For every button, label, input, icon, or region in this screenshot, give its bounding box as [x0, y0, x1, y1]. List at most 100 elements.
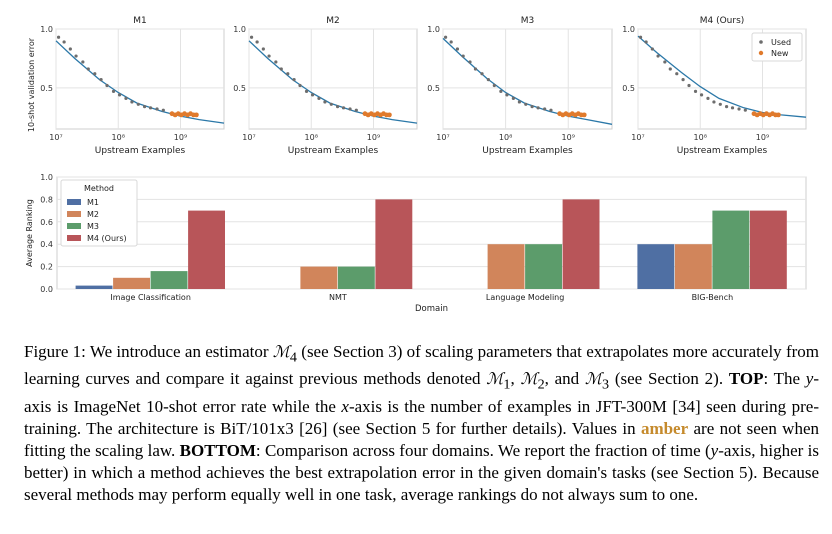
x-axis-label: Upstream Examples	[95, 146, 186, 156]
used-point	[279, 67, 283, 71]
used-point	[543, 107, 547, 111]
used-point	[656, 54, 660, 58]
used-point	[737, 107, 741, 111]
legend-swatch	[67, 235, 81, 241]
used-point	[329, 102, 333, 106]
scatter-legend: Used New	[751, 32, 803, 62]
x-tick-label: 10⁹	[756, 133, 769, 142]
y-tick-label: 0.5	[40, 84, 53, 93]
used-point	[663, 60, 667, 64]
used-point	[130, 100, 134, 104]
caption-text-2: (see Section 3) of scaling parameters th…	[24, 342, 820, 389]
used-point	[468, 60, 472, 64]
used-point	[486, 77, 490, 82]
bar-m1-3	[637, 244, 675, 289]
used-point	[124, 96, 128, 101]
caption-top-label: TOP	[728, 369, 764, 389]
new-point	[581, 112, 587, 118]
used-point	[136, 102, 140, 106]
used-point	[549, 108, 553, 112]
math-subscript: 2	[537, 376, 545, 393]
y-tick-label: 0.5	[622, 84, 635, 93]
used-point	[668, 67, 672, 71]
bar-m2-0	[113, 277, 150, 289]
used-point	[524, 102, 528, 106]
used-point	[335, 105, 340, 109]
bar-m2-3	[674, 244, 712, 289]
math-m-symbol: ℳ	[272, 342, 290, 361]
used-point	[699, 93, 704, 97]
x-tick-label: 10⁷	[49, 133, 62, 142]
bar-m3-2	[525, 244, 562, 289]
x-tick-label: 10⁸	[112, 133, 125, 142]
legend-label: M4 (Ours)	[87, 234, 127, 243]
y-tick-label: 1.0	[427, 25, 440, 34]
used-point	[517, 100, 521, 104]
y-tick-label: 1.0	[622, 25, 635, 34]
used-point	[267, 54, 271, 58]
caption-text-1: We introduce an estimator	[89, 342, 269, 361]
math-m-symbol: ℳ	[584, 369, 603, 389]
y-tick-label: 0.6	[40, 218, 53, 227]
caption-amber-word: amber	[640, 418, 689, 438]
used-point	[105, 83, 109, 88]
used-point	[461, 54, 465, 58]
new-point	[193, 112, 199, 118]
x-axis-label: Upstream Examples	[288, 146, 379, 156]
x-tick-label: 10⁷	[631, 133, 644, 142]
used-point	[492, 83, 496, 88]
used-point	[449, 40, 453, 44]
math-subscript: 3	[602, 376, 610, 393]
used-point	[712, 100, 716, 104]
plot-frame	[55, 28, 225, 130]
used-point	[638, 35, 643, 39]
math-y: y	[710, 440, 719, 460]
used-point	[74, 54, 78, 58]
used-point	[650, 47, 654, 51]
legend-swatch	[67, 223, 81, 229]
used-point	[117, 93, 122, 97]
used-point	[310, 93, 315, 97]
x-tick-label: 10⁷	[436, 133, 449, 142]
bar-m4-ours--0	[188, 210, 225, 289]
panel-title: M2	[326, 16, 340, 26]
x-tick-label: 10⁹	[562, 133, 575, 142]
used-point	[93, 72, 97, 76]
bar-m4-ours--3	[749, 210, 787, 289]
used-point	[86, 67, 90, 71]
category-label: NMT	[329, 293, 347, 302]
figure-caption: Figure 1: We introduce an estimator ℳ4 (…	[24, 342, 820, 504]
legend-swatch	[67, 211, 81, 217]
legend-marker-used	[759, 40, 763, 44]
used-point	[56, 35, 61, 39]
used-point	[724, 105, 729, 109]
fit-curve-line	[248, 40, 418, 124]
y-tick-label: 0.8	[40, 195, 53, 204]
panel-title: M3	[521, 16, 535, 26]
legend-box	[751, 32, 803, 62]
used-point	[443, 35, 448, 39]
x-tick-label: 10⁸	[694, 133, 707, 142]
scaling-panel-1: 10⁷ 10⁸ 10⁹ 0.5 1.0 M1 Upstream Examples 10-sho…	[27, 16, 225, 156]
used-point	[148, 106, 153, 110]
used-point	[317, 96, 321, 101]
used-point	[81, 60, 85, 64]
scaling-panel-2: 10⁷ 10⁸ 10⁹ 0.5 1.0 M2 Upstream Examples	[233, 16, 418, 156]
y-tick-label: 0.0	[40, 285, 53, 294]
used-point	[111, 89, 116, 93]
x-tick-label: 10⁸	[499, 133, 512, 142]
y-tick-label: 0.5	[233, 84, 246, 93]
caption-text-10: -axis, higher is better) in which a meth…	[24, 440, 820, 504]
y-axis-label: 10-shot validation error	[27, 37, 36, 132]
caption-text-7: -axis is the number of examples in JFT-3…	[24, 396, 819, 438]
used-point	[142, 105, 147, 109]
caption-text-4: (see Section 2).	[614, 369, 724, 389]
plot-frame	[248, 28, 418, 130]
used-point	[68, 47, 72, 51]
used-point	[743, 108, 747, 112]
used-point	[161, 108, 165, 112]
bar-m2-2	[487, 244, 525, 289]
category-label: BIG-Bench	[692, 293, 734, 302]
panel-title: M1	[133, 16, 147, 26]
y-tick-label: 1.0	[40, 173, 53, 182]
